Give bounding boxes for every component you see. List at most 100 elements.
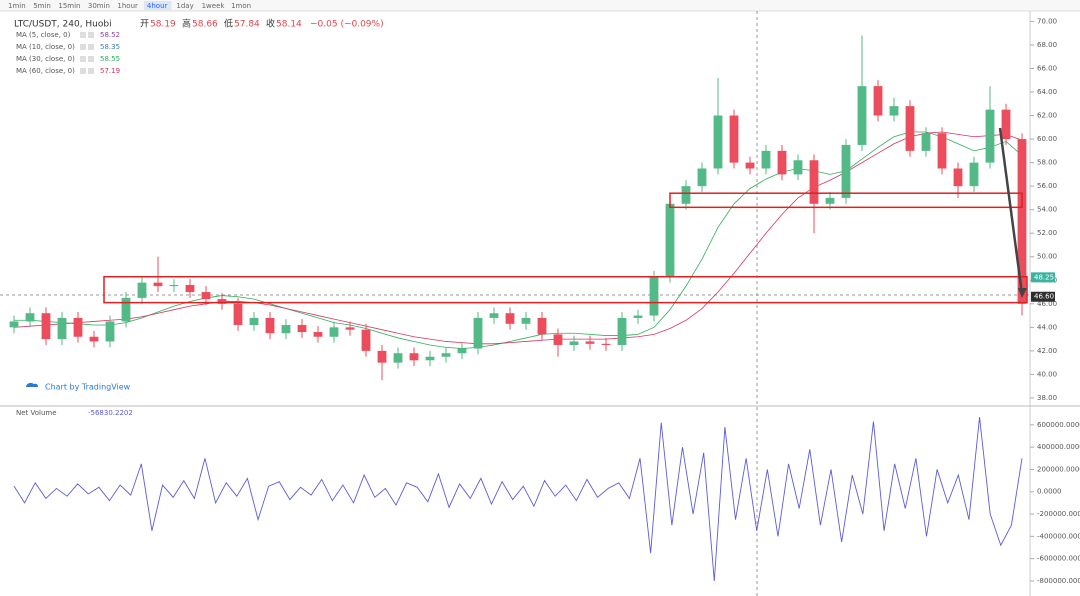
arrow-head — [1018, 288, 1027, 298]
candle-body — [713, 115, 723, 169]
candle-body — [249, 317, 259, 325]
candle-body — [953, 168, 963, 187]
candle-body — [9, 321, 19, 328]
interval-button[interactable]: 5min — [33, 2, 51, 10]
legend-icon — [88, 56, 94, 62]
candle-body — [585, 341, 595, 344]
price-marker-label: 46.60 — [1034, 293, 1054, 301]
candle-body — [649, 276, 659, 316]
candle-body — [233, 303, 243, 325]
y-tick-label: 50.00 — [1037, 253, 1057, 261]
interval-button[interactable]: 30min — [88, 2, 110, 10]
price-marker — [1031, 272, 1055, 283]
interval-button[interactable]: 1day — [176, 2, 193, 10]
ma-value: 57.19 — [100, 67, 120, 75]
candle-body — [329, 327, 339, 337]
candle-body — [841, 144, 851, 198]
ma-value: 58.55 — [100, 55, 120, 63]
candle-body — [409, 353, 419, 361]
volume-tick-label: 200000.0000 — [1037, 465, 1080, 473]
interval-button[interactable]: 1mon — [231, 2, 251, 10]
candle-body — [473, 317, 483, 349]
candle-body — [521, 317, 531, 324]
candle-body — [537, 317, 547, 335]
candle-body — [809, 160, 819, 204]
legend-icon — [88, 68, 94, 74]
interval-button[interactable]: 1week — [202, 2, 226, 10]
candle-body — [937, 133, 947, 169]
candle-body — [137, 282, 147, 298]
ma-value: 58.52 — [100, 31, 120, 39]
arrow — [998, 127, 1024, 295]
volume-tick-label: 400000.0000 — [1037, 443, 1080, 451]
toolbar — [0, 0, 1080, 11]
watermark: Chart by TradingView — [45, 383, 131, 392]
candle-body — [761, 150, 771, 169]
ma-name: MA (10, close, 0) — [16, 43, 75, 51]
candle-body — [633, 315, 643, 318]
y-tick-label: 42.00 — [1037, 347, 1057, 355]
volume-tick-label: -800000.0000 — [1037, 577, 1080, 585]
watermark-logo — [26, 382, 38, 387]
candle-body — [153, 282, 163, 287]
candle-body — [1017, 139, 1027, 304]
candle-body — [681, 186, 691, 204]
candle-body — [313, 332, 323, 337]
ma-name: MA (5, close, 0) — [16, 31, 71, 39]
candle-body — [105, 321, 115, 342]
candle-body — [889, 106, 899, 116]
legend-icon — [80, 32, 86, 38]
y-tick-label: 60.00 — [1037, 135, 1057, 143]
candle-body — [25, 313, 35, 322]
volume-value: -56830.2202 — [88, 409, 133, 417]
plot — [9, 35, 1028, 581]
candle-body — [201, 292, 211, 300]
interval-button[interactable]: 4hour — [147, 2, 168, 10]
ohlc-value: 58.66 — [192, 20, 218, 30]
price-marker-label: 48.25 — [1034, 273, 1054, 281]
y-tick-label: 66.00 — [1037, 64, 1057, 72]
ohlc-label: 收 — [266, 18, 275, 30]
candle-body — [121, 297, 131, 322]
interval-button[interactable]: 1min — [8, 2, 26, 10]
ohlc-value: 57.84 — [234, 20, 260, 30]
ohlc-label: 开 — [140, 19, 149, 30]
candle-body — [745, 162, 755, 169]
candle-body — [217, 299, 227, 304]
volume-tick-label: -200000.0000 — [1037, 510, 1080, 518]
candle-body — [441, 353, 451, 357]
ma-line — [14, 131, 1023, 349]
ma-name: MA (30, close, 0) — [16, 55, 75, 63]
candle-body — [41, 313, 51, 340]
candle-body — [569, 341, 579, 345]
interval-button[interactable]: 1hour — [117, 2, 138, 10]
candle-body — [361, 329, 371, 351]
candle-body — [345, 327, 355, 330]
candle-body — [169, 284, 179, 287]
candle-body — [857, 86, 867, 145]
price-marker — [1031, 291, 1055, 302]
candle-body — [425, 356, 435, 361]
y-tick-label: 46.00 — [1037, 300, 1057, 308]
y-tick-label: 44.00 — [1037, 323, 1057, 331]
chart-title: LTC/USDT, 240, Huobi — [14, 20, 112, 30]
candle-body — [665, 203, 675, 277]
y-tick-label: 52.00 — [1037, 229, 1057, 237]
candle-body — [905, 106, 915, 151]
ohlc-label: 低 — [224, 18, 233, 30]
volume-line — [13, 416, 1023, 581]
candle-body — [393, 353, 403, 363]
ma-name: MA (60, close, 0) — [16, 67, 75, 75]
candle-body — [57, 317, 67, 340]
ma-line — [13, 131, 1023, 345]
candle-body — [281, 324, 291, 334]
candle-body — [825, 197, 835, 204]
y-tick-label: 64.00 — [1037, 88, 1057, 96]
candle-body — [89, 336, 99, 342]
candle-body — [297, 324, 307, 333]
candle-body — [969, 162, 979, 187]
candle-body — [793, 160, 803, 175]
interval-button[interactable]: 15min — [58, 2, 80, 10]
